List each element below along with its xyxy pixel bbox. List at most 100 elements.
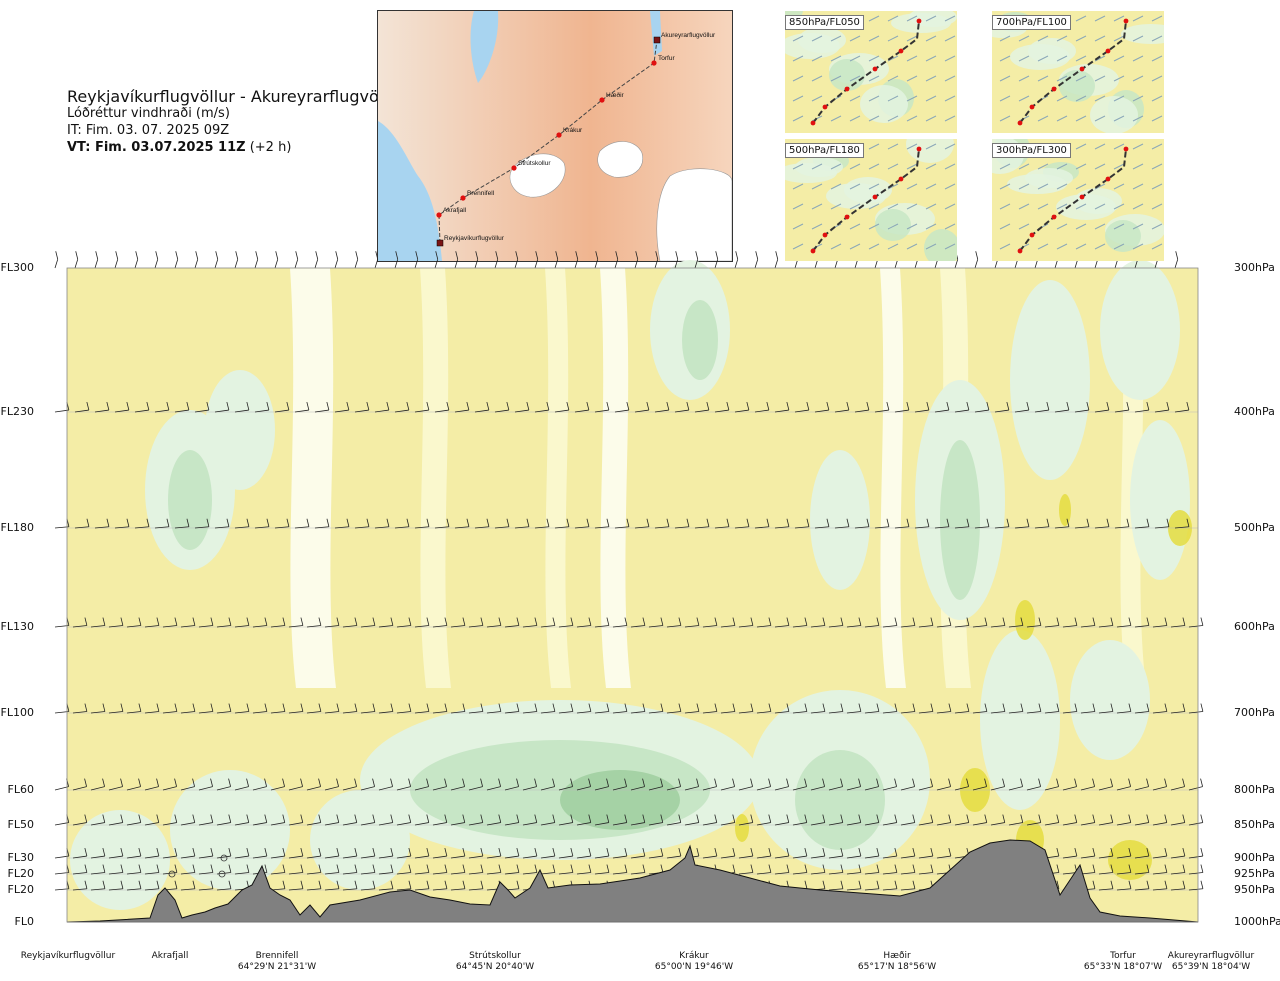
mini-wind-barb [1151,55,1163,62]
wind-barb [1154,518,1170,529]
mini-waypoint [844,86,850,92]
wind-barb [934,401,950,413]
wind-barb [162,814,178,826]
wind-barb [828,617,844,628]
wind-barb [714,251,719,269]
wind-barb [474,518,490,529]
wind-barb [734,251,739,269]
mini-wind-barb [1018,203,1030,210]
station-name: Reykjavíkurflugvöllur [20,951,116,961]
wind-barb [1062,814,1078,826]
wind-barb [306,814,322,826]
wind-barb [144,617,160,628]
wind-barb [314,518,330,529]
wind-barb [1080,864,1096,875]
wind-barb [126,847,142,859]
wind-barb [1080,778,1095,791]
wind-barb [594,814,610,826]
wind-barb [1174,518,1190,529]
wind-barb [1034,401,1050,413]
wind-barb [810,778,825,791]
wind-barb [144,703,160,714]
wind-barb [162,847,178,859]
wind-barb [934,518,950,529]
mini-blob [1056,194,1116,220]
wind-barb [558,864,574,875]
wind-barb [630,617,646,628]
wind-barb [94,251,99,269]
wind-barb [694,401,710,413]
wind-barb [1134,703,1150,714]
wind-barb [972,617,988,628]
wind-barb [1134,864,1150,875]
wind-barb [1174,251,1179,269]
wind-barb [342,847,358,859]
route-line [438,39,658,244]
mini-wind-barb [1037,35,1049,42]
mini-wind-barb [999,35,1011,42]
wind-barb [846,847,862,859]
mini-wind-barb [906,75,918,82]
wind-barb [846,864,862,875]
wind-barb [1044,814,1060,826]
wind-barb [630,864,646,875]
wind-barb [126,814,142,826]
mini-wind-barb [1075,183,1087,190]
wind-barb [360,847,376,859]
wind-barb [936,617,952,628]
wind-barb [214,251,219,269]
wind-barb [914,518,930,529]
wind-barb [90,864,106,875]
wind-barb [514,401,530,413]
mini-wind-barb [944,143,956,150]
mini-wind-barb [1075,15,1087,22]
wind-barb [314,401,330,413]
wind-barb [254,401,270,413]
wind-barb [990,703,1006,714]
wind-barb [558,778,573,791]
mini-wind-barb [1075,95,1087,102]
station-name: Akureyrarflugvöllur [1167,951,1255,961]
mini-blob [924,229,957,261]
wind-barb [180,814,196,826]
wind-barb [1080,847,1096,859]
wind-barb [846,880,862,891]
mini-wind-barb [1132,95,1144,102]
wind-barb [1170,880,1186,891]
mini-waypoint [916,18,922,24]
wind-barb [634,518,650,529]
wind-barb [434,251,439,269]
wind-barb [494,518,510,529]
wind-barb [108,703,124,714]
wind-barb [234,864,250,875]
mini-waypoint [1017,248,1023,254]
wind-barb [936,703,952,714]
station-label: Hæðir 65°17'N 18°56'W [858,951,936,973]
wind-barb [540,814,556,826]
mini-wind-barb [925,115,937,122]
wind-barb [522,814,538,826]
mini-wind-barb [944,55,956,62]
mini-map-svg [785,11,957,133]
wind-barb [720,847,736,859]
wind-barb [630,703,646,714]
mini-wind-barb [1132,15,1144,22]
wind-barb [720,778,735,791]
mini-waypoint [872,194,878,200]
wind-barb [1008,778,1023,791]
wind-barb [324,847,340,859]
wind-barb [314,251,319,269]
wind-barb [108,814,124,826]
pressure-level-label: 300hPa [1234,261,1275,274]
wind-barb [94,518,110,529]
mini-wind-barb [1075,115,1087,122]
station-coord: 65°33'N 18°07'W [1083,962,1163,972]
mini-wind-barb [1113,223,1125,230]
wind-barb [414,617,430,628]
wind-barb [594,778,609,791]
wind-barb [1152,703,1168,714]
wind-barb [828,814,844,826]
mini-wind-barb [906,183,918,190]
mini-wind-barb [1113,75,1125,82]
mini-wind-barb [944,15,956,22]
